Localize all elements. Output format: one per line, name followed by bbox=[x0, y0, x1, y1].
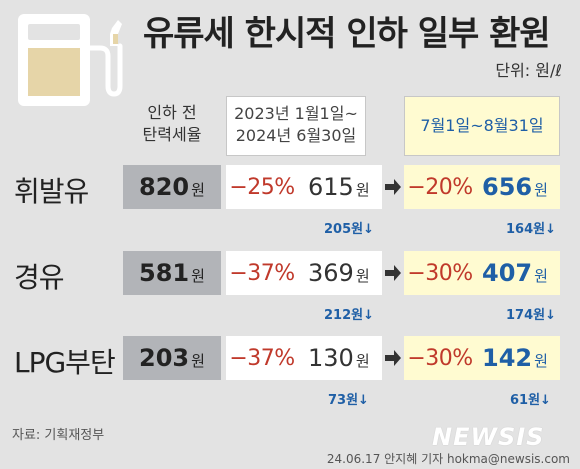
mid-drop-gasoline: 205원↓ bbox=[324, 222, 374, 237]
header-new-period: 7월1일~8월31일 bbox=[404, 96, 560, 156]
new-value: 407 bbox=[482, 259, 533, 287]
won-unit: 원 bbox=[355, 180, 370, 199]
new-drop-gasoline: 164원↓ bbox=[506, 222, 556, 237]
newsis-logo: NEWSIS bbox=[432, 423, 545, 451]
base-rate-gasoline: 820 원 bbox=[123, 165, 221, 209]
mid-rate-lpg: −37% 130 원 bbox=[226, 336, 382, 380]
won-unit: 원 bbox=[355, 351, 370, 370]
header-base-line1: 인하 전 bbox=[147, 103, 197, 122]
header-mid-period: 2023년 1월1일~ 2024년 6월30일 bbox=[226, 96, 366, 156]
fuel-label-diesel: 경유 bbox=[14, 261, 65, 294]
mid-value: 130 bbox=[308, 344, 354, 372]
mid-cut-pct: −37% bbox=[229, 260, 295, 286]
base-value: 820 bbox=[139, 173, 190, 201]
new-rate-gasoline: −20% 656 원 bbox=[404, 165, 560, 209]
header-base-line2: 탄력세율 bbox=[142, 125, 202, 144]
base-value: 581 bbox=[139, 259, 190, 287]
right-arrow-icon bbox=[385, 265, 401, 281]
new-cut-pct: −20% bbox=[407, 174, 473, 200]
won-unit: 원 bbox=[534, 351, 548, 370]
header-mid-line1: 2023년 1월1일~ bbox=[234, 104, 358, 123]
new-drop-diesel: 174원↓ bbox=[506, 308, 556, 323]
base-rate-lpg: 203 원 bbox=[123, 336, 221, 380]
fuel-label-gasoline: 휘발유 bbox=[14, 175, 89, 208]
mid-rate-diesel: −37% 369 원 bbox=[226, 251, 382, 295]
header-base-rate: 인하 전 탄력세율 bbox=[122, 102, 222, 146]
mid-rate-gasoline: −25% 615 원 bbox=[226, 165, 382, 209]
won-unit: 원 bbox=[355, 266, 370, 285]
header-mid-line2: 2024년 6월30일 bbox=[235, 126, 357, 145]
fuel-pump-icon bbox=[18, 14, 123, 106]
mid-cut-pct: −37% bbox=[229, 345, 295, 371]
new-cut-pct: −30% bbox=[407, 260, 473, 286]
new-value: 656 bbox=[482, 173, 533, 201]
mid-cut-pct: −25% bbox=[229, 174, 295, 200]
mid-drop-lpg: 73원↓ bbox=[328, 393, 369, 408]
mid-value: 615 bbox=[308, 173, 354, 201]
new-rate-diesel: −30% 407 원 bbox=[404, 251, 560, 295]
right-arrow-icon bbox=[385, 350, 401, 366]
base-rate-diesel: 581 원 bbox=[123, 251, 221, 295]
won-unit: 원 bbox=[191, 266, 205, 285]
base-value: 203 bbox=[139, 344, 190, 372]
mid-value: 369 bbox=[308, 259, 354, 287]
won-unit: 원 bbox=[534, 266, 548, 285]
right-arrow-icon bbox=[385, 179, 401, 195]
new-rate-lpg: −30% 142 원 bbox=[404, 336, 560, 380]
fuel-label-lpg: LPG부탄 bbox=[14, 346, 116, 379]
new-drop-lpg: 61원↓ bbox=[510, 393, 551, 408]
source-note: 자료: 기획재정부 bbox=[12, 428, 105, 443]
won-unit: 원 bbox=[191, 180, 205, 199]
mid-drop-diesel: 212원↓ bbox=[324, 308, 374, 323]
new-cut-pct: −30% bbox=[407, 345, 473, 371]
won-unit: 원 bbox=[191, 351, 205, 370]
won-unit: 원 bbox=[534, 180, 548, 199]
new-value: 142 bbox=[482, 344, 533, 372]
chart-title: 유류세 한시적 인하 일부 환원 bbox=[143, 14, 551, 54]
credit-line: 24.06.17 안지혜 기자 hokma@newsis.com bbox=[326, 452, 570, 466]
unit-label: 단위: 원/ℓ bbox=[495, 61, 562, 80]
